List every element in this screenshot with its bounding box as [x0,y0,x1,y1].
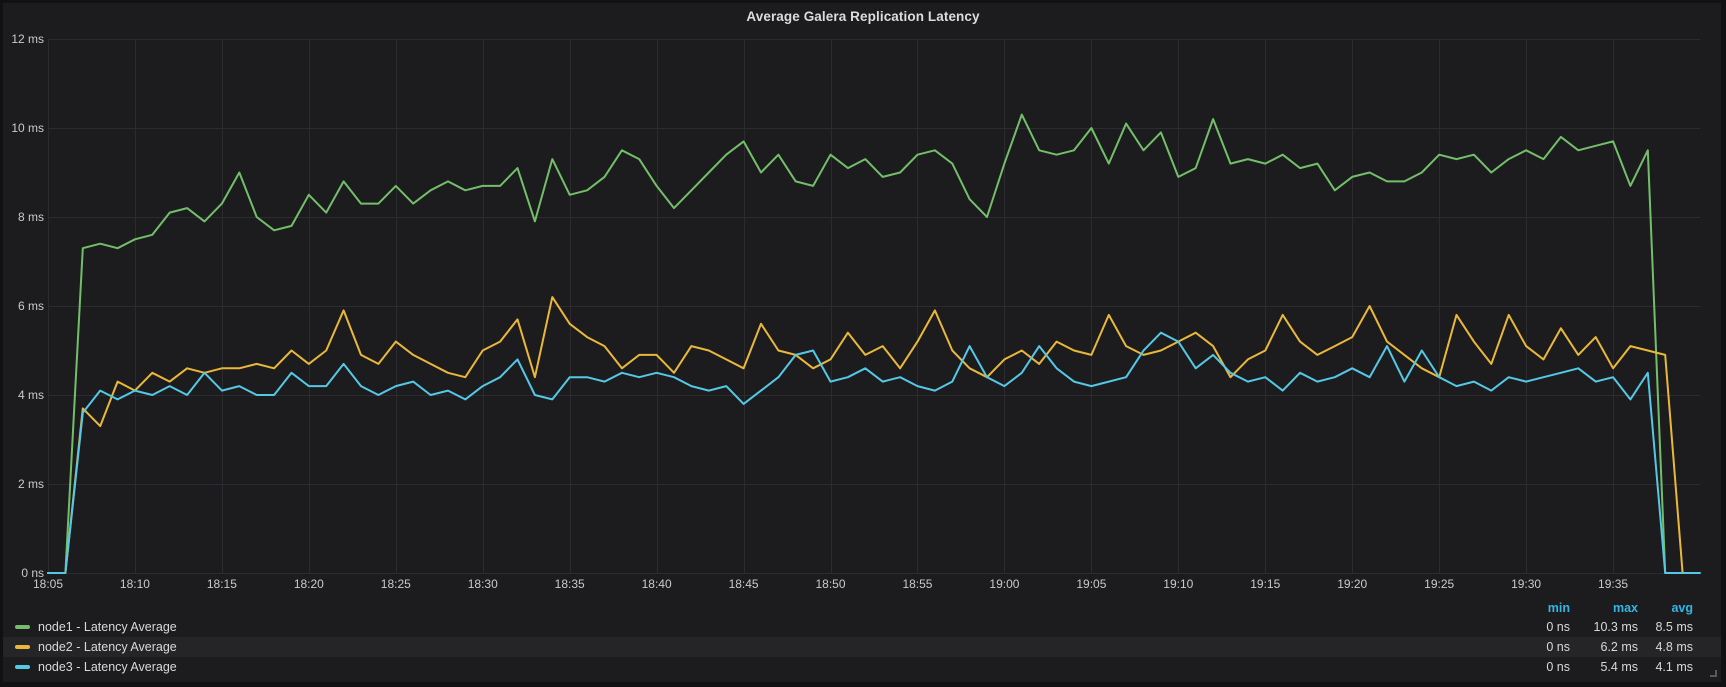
x-tick-label: 19:00 [989,577,1020,591]
legend-header-row: min max avg [3,599,1721,617]
legend-swatch-node3[interactable] [15,665,30,669]
series-line-node3 [47,331,1701,574]
series-line-node2 [47,296,1684,574]
legend-row-node1: node1 - Latency Average 0 ns 10.3 ms 8.5 ms [3,617,1721,637]
legend-rows: node1 - Latency Average 0 ns 10.3 ms 8.5 ms… [3,617,1721,677]
legend-series-label[interactable]: node2 - Latency Average [38,640,177,654]
legend-swatch-node1[interactable] [15,625,30,629]
x-tick-label: 19:25 [1424,577,1455,591]
x-tick-label: 19:05 [1076,577,1107,591]
x-tick-label: 18:30 [467,577,498,591]
legend-stat-avg: 4.8 ms [1655,640,1693,654]
x-tick-label: 18:10 [119,577,150,591]
legend-series-label[interactable]: node3 - Latency Average [38,660,177,674]
x-tick-label: 19:30 [1511,577,1542,591]
latency-panel [3,3,1721,682]
y-tick-label: 8 ms [17,210,44,224]
panel-resize-handle[interactable] [1710,670,1717,677]
legend-stat-avg: 8.5 ms [1655,620,1693,634]
x-tick-label: 18:05 [32,577,64,591]
x-tick-label: 18:40 [641,577,672,591]
legend-stat-max: 6.2 ms [1600,640,1638,654]
y-tick-label: 12 ms [11,32,44,46]
legend-swatch-node2[interactable] [15,645,30,649]
legend-stat-min: 0 ns [1546,660,1570,674]
chart-plot-area[interactable]: 0 ns 2 ms 4 ms 6 ms 8 ms 10 ms 12 ms 18:05 18:1… [0,0,1726,600]
legend-row-node2: node2 - Latency Average 0 ns 6.2 ms 4.8 ms [3,637,1721,657]
legend-stat-min: 0 ns [1546,620,1570,634]
legend-stat-min: 0 ns [1546,640,1570,654]
x-tick-label: 18:25 [380,577,411,591]
series-line-node1 [47,113,1667,574]
legend-stat-max: 5.4 ms [1600,660,1638,674]
legend-stat-avg: 4.1 ms [1655,660,1693,674]
x-tick-label: 19:15 [1250,577,1281,591]
y-tick-label: 6 ms [17,299,44,313]
x-tick-label: 19:10 [1163,577,1194,591]
panel-title[interactable]: Average Galera Replication Latency [746,9,980,24]
y-tick-label: 0 ns [21,566,44,580]
y-tick-label: 10 ms [11,121,44,135]
legend-sort-max[interactable]: max [1612,601,1638,615]
x-tick-label: 18:45 [728,577,759,591]
x-tick-label: 19:20 [1337,577,1368,591]
legend-row-node3: node3 - Latency Average 0 ns 5.4 ms 4.1 ms [3,657,1721,677]
legend-series-label[interactable]: node1 - Latency Average [38,620,177,634]
legend: min max avg node1 - Latency Average 0 ns 1… [3,599,1721,677]
legend-sort-min[interactable]: min [1547,601,1570,615]
legend-stat-max: 10.3 ms [1593,620,1638,634]
x-tick-label: 18:20 [293,577,324,591]
x-tick-label: 18:35 [554,577,585,591]
y-tick-label: 2 ms [17,477,44,491]
y-tick-label: 4 ms [17,388,44,402]
chart-canvas [47,39,1701,574]
x-tick-label: 18:55 [902,577,933,591]
x-tick-label: 18:15 [206,577,237,591]
legend-sort-avg[interactable]: avg [1671,601,1693,615]
x-tick-label: 18:50 [815,577,846,591]
x-tick-label: 19:35 [1598,577,1629,591]
